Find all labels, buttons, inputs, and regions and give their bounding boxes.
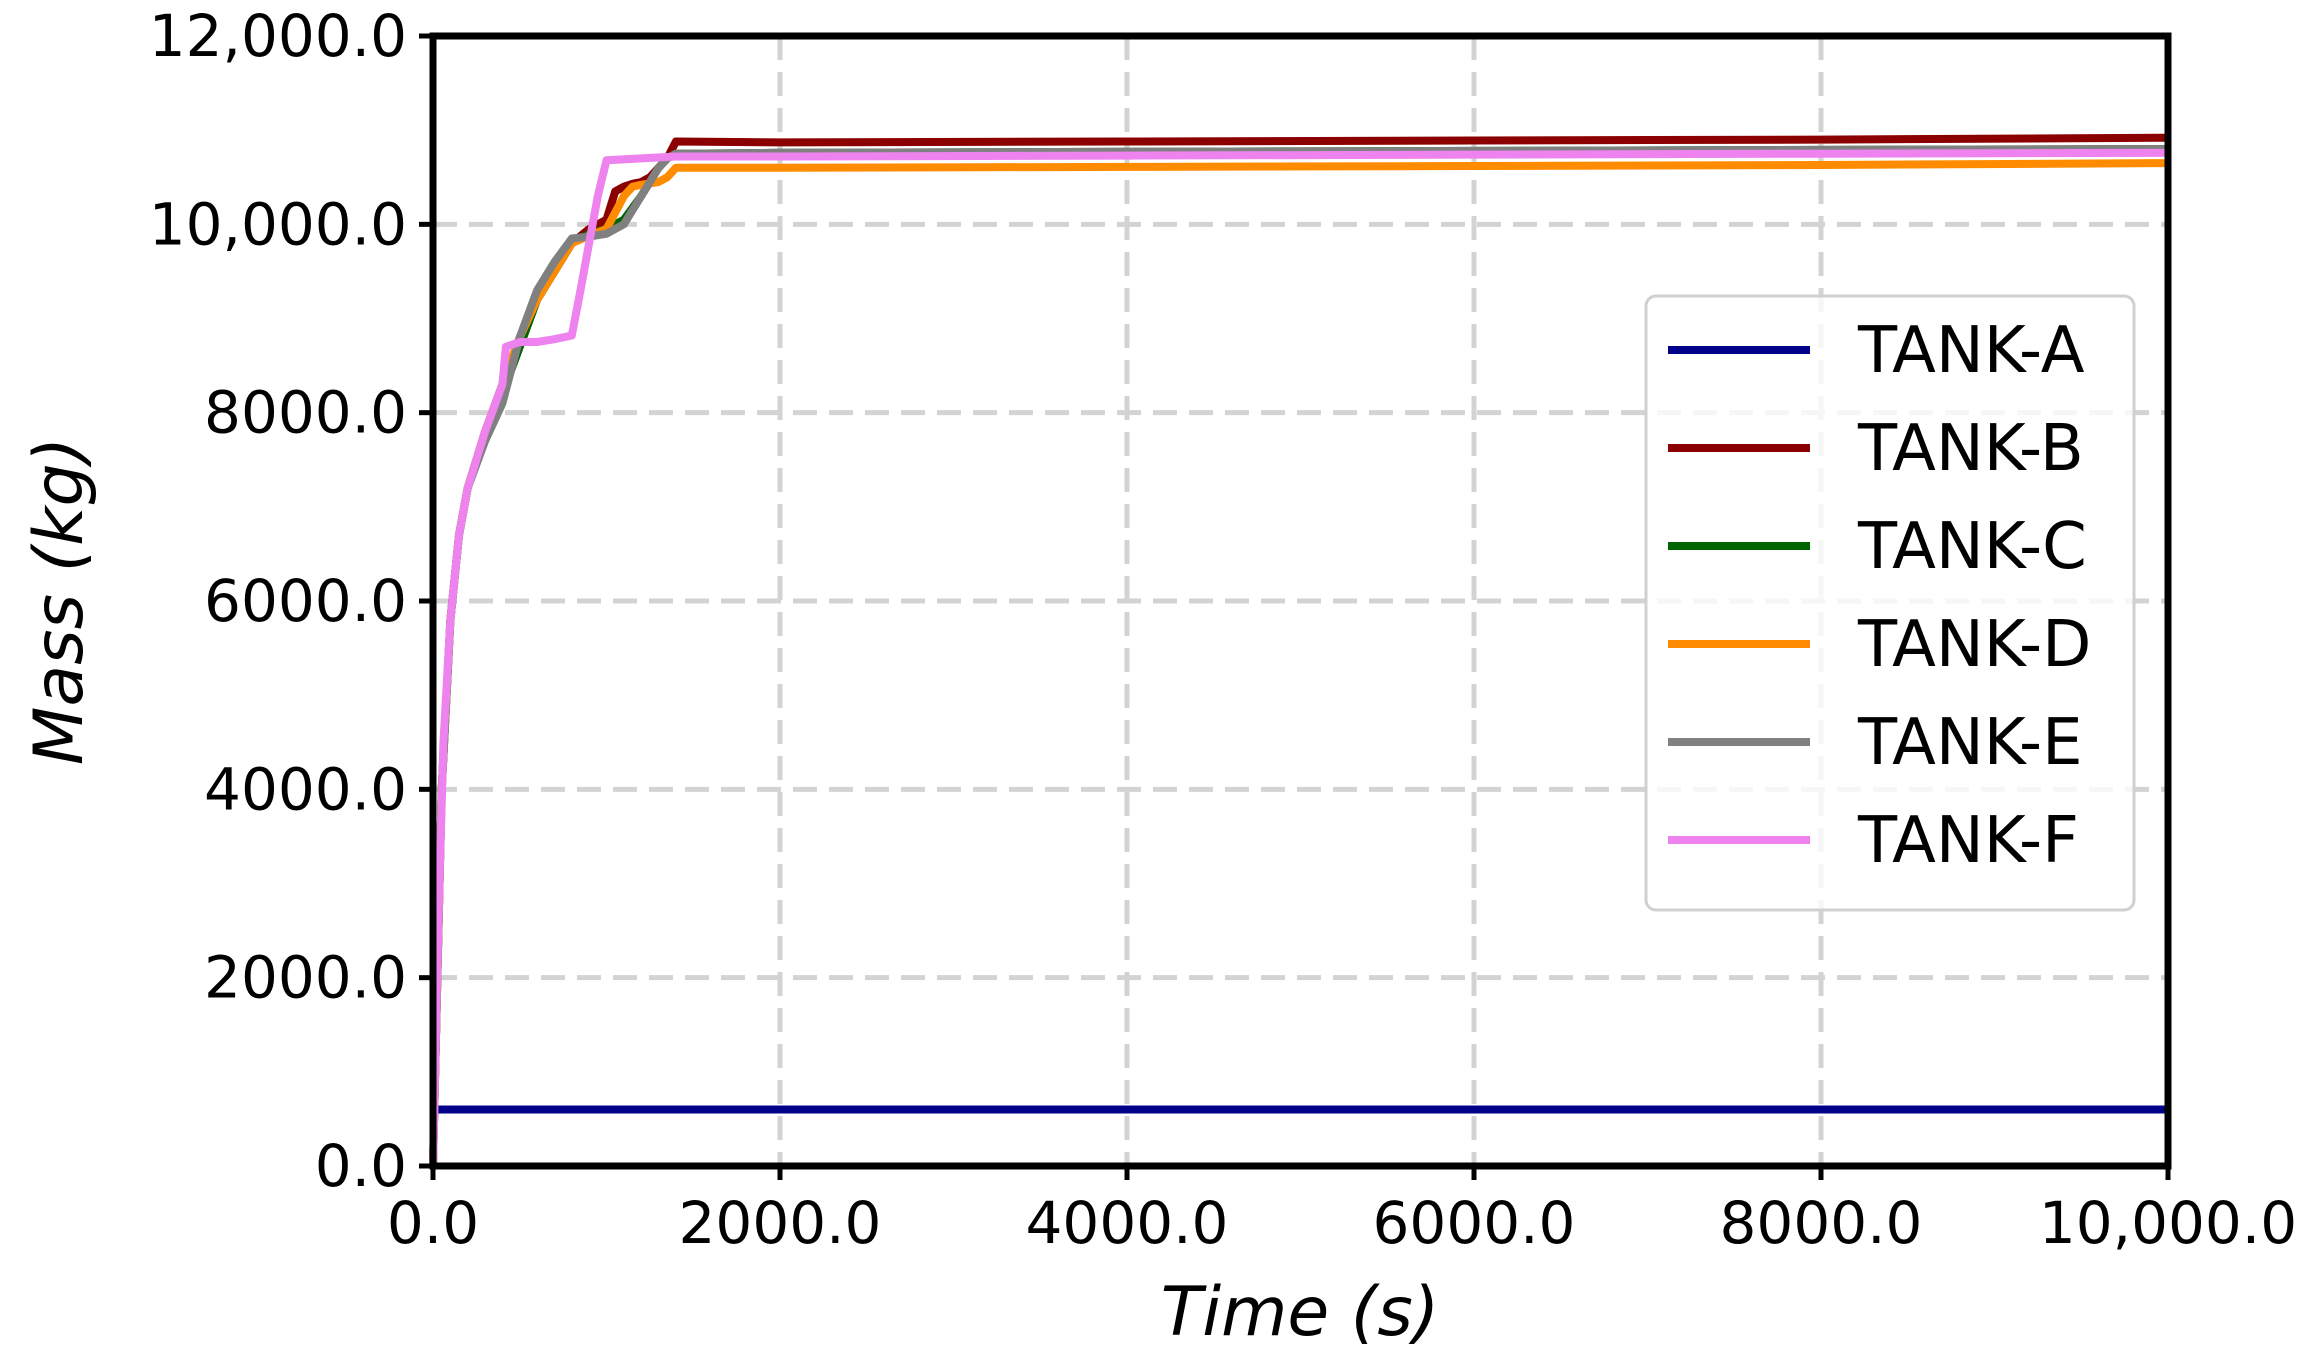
y-tick-label-4: 8000.0: [204, 379, 407, 447]
y-tick-label-5: 10,000.0: [149, 190, 407, 258]
y-tick-label-0: 0.0: [315, 1132, 407, 1200]
y-tick-label-2: 4000.0: [204, 755, 407, 823]
legend-label-tank-a: TANK-A: [1857, 314, 2085, 388]
legend-label-tank-d: TANK-D: [1857, 608, 2091, 682]
legend-label-tank-e: TANK-E: [1857, 706, 2083, 780]
x-axis-title: Time (s): [1161, 1273, 1440, 1352]
x-tick-label-1: 2000.0: [679, 1189, 882, 1257]
x-tick-label-3: 6000.0: [1373, 1189, 1576, 1257]
y-tick-label-3: 6000.0: [204, 567, 407, 635]
y-tick-label-6: 12,000.0: [149, 2, 407, 70]
legend-label-tank-f: TANK-F: [1857, 804, 2079, 878]
x-tick-label-2: 4000.0: [1026, 1189, 1229, 1257]
x-tick-label-5: 10,000.0: [2039, 1189, 2297, 1257]
y-axis-title: Mass (kg): [20, 437, 99, 765]
x-tick-label-0: 0.0: [387, 1189, 479, 1257]
legend-label-tank-c: TANK-C: [1857, 510, 2087, 584]
legend-label-tank-b: TANK-B: [1857, 412, 2084, 486]
legend: TANK-A TANK-B TANK-C TANK-D TANK-E TANK-F: [1644, 294, 2136, 912]
y-axis: 0.0 2000.0 4000.0 6000.0 8000.0 10,000.0 12,00…: [149, 2, 433, 1200]
series-layer: [429, 133, 2169, 1167]
y-tick-label-1: 2000.0: [204, 944, 407, 1012]
series-line-tank-f: [429, 148, 2169, 1167]
x-axis: 0.0 2000.0 4000.0 6000.0 8000.0 10,000.0: [387, 1166, 2297, 1257]
x-tick-label-4: 8000.0: [1720, 1189, 1923, 1257]
